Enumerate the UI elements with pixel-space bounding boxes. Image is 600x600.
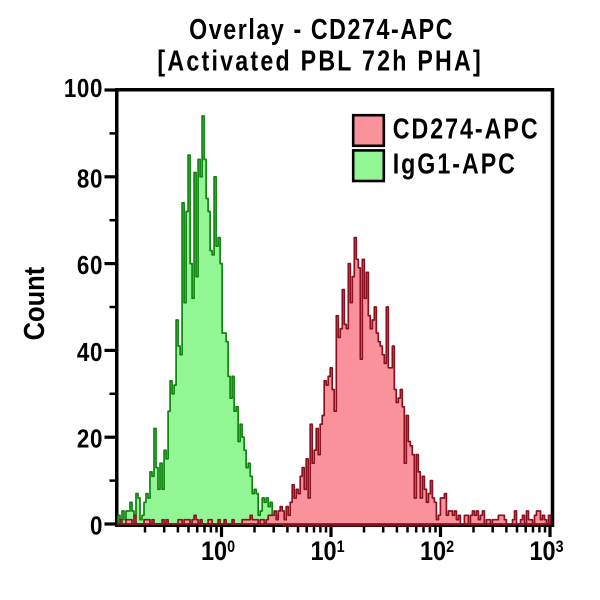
svg-text:Count: Count <box>17 267 50 341</box>
svg-text:Overlay - CD274-APC: Overlay - CD274-APC <box>189 12 454 45</box>
svg-text:40: 40 <box>77 338 103 367</box>
svg-text:[Activated PBL 72h PHA]: [Activated PBL 72h PHA] <box>157 44 483 77</box>
svg-text:20: 20 <box>77 425 103 454</box>
svg-text:CD274-APC: CD274-APC <box>393 112 540 145</box>
svg-text:IgG1-APC: IgG1-APC <box>393 147 517 180</box>
svg-text:0: 0 <box>90 512 103 541</box>
svg-text:100: 100 <box>64 74 103 103</box>
svg-text:60: 60 <box>77 252 103 281</box>
svg-text:80: 80 <box>77 165 103 194</box>
